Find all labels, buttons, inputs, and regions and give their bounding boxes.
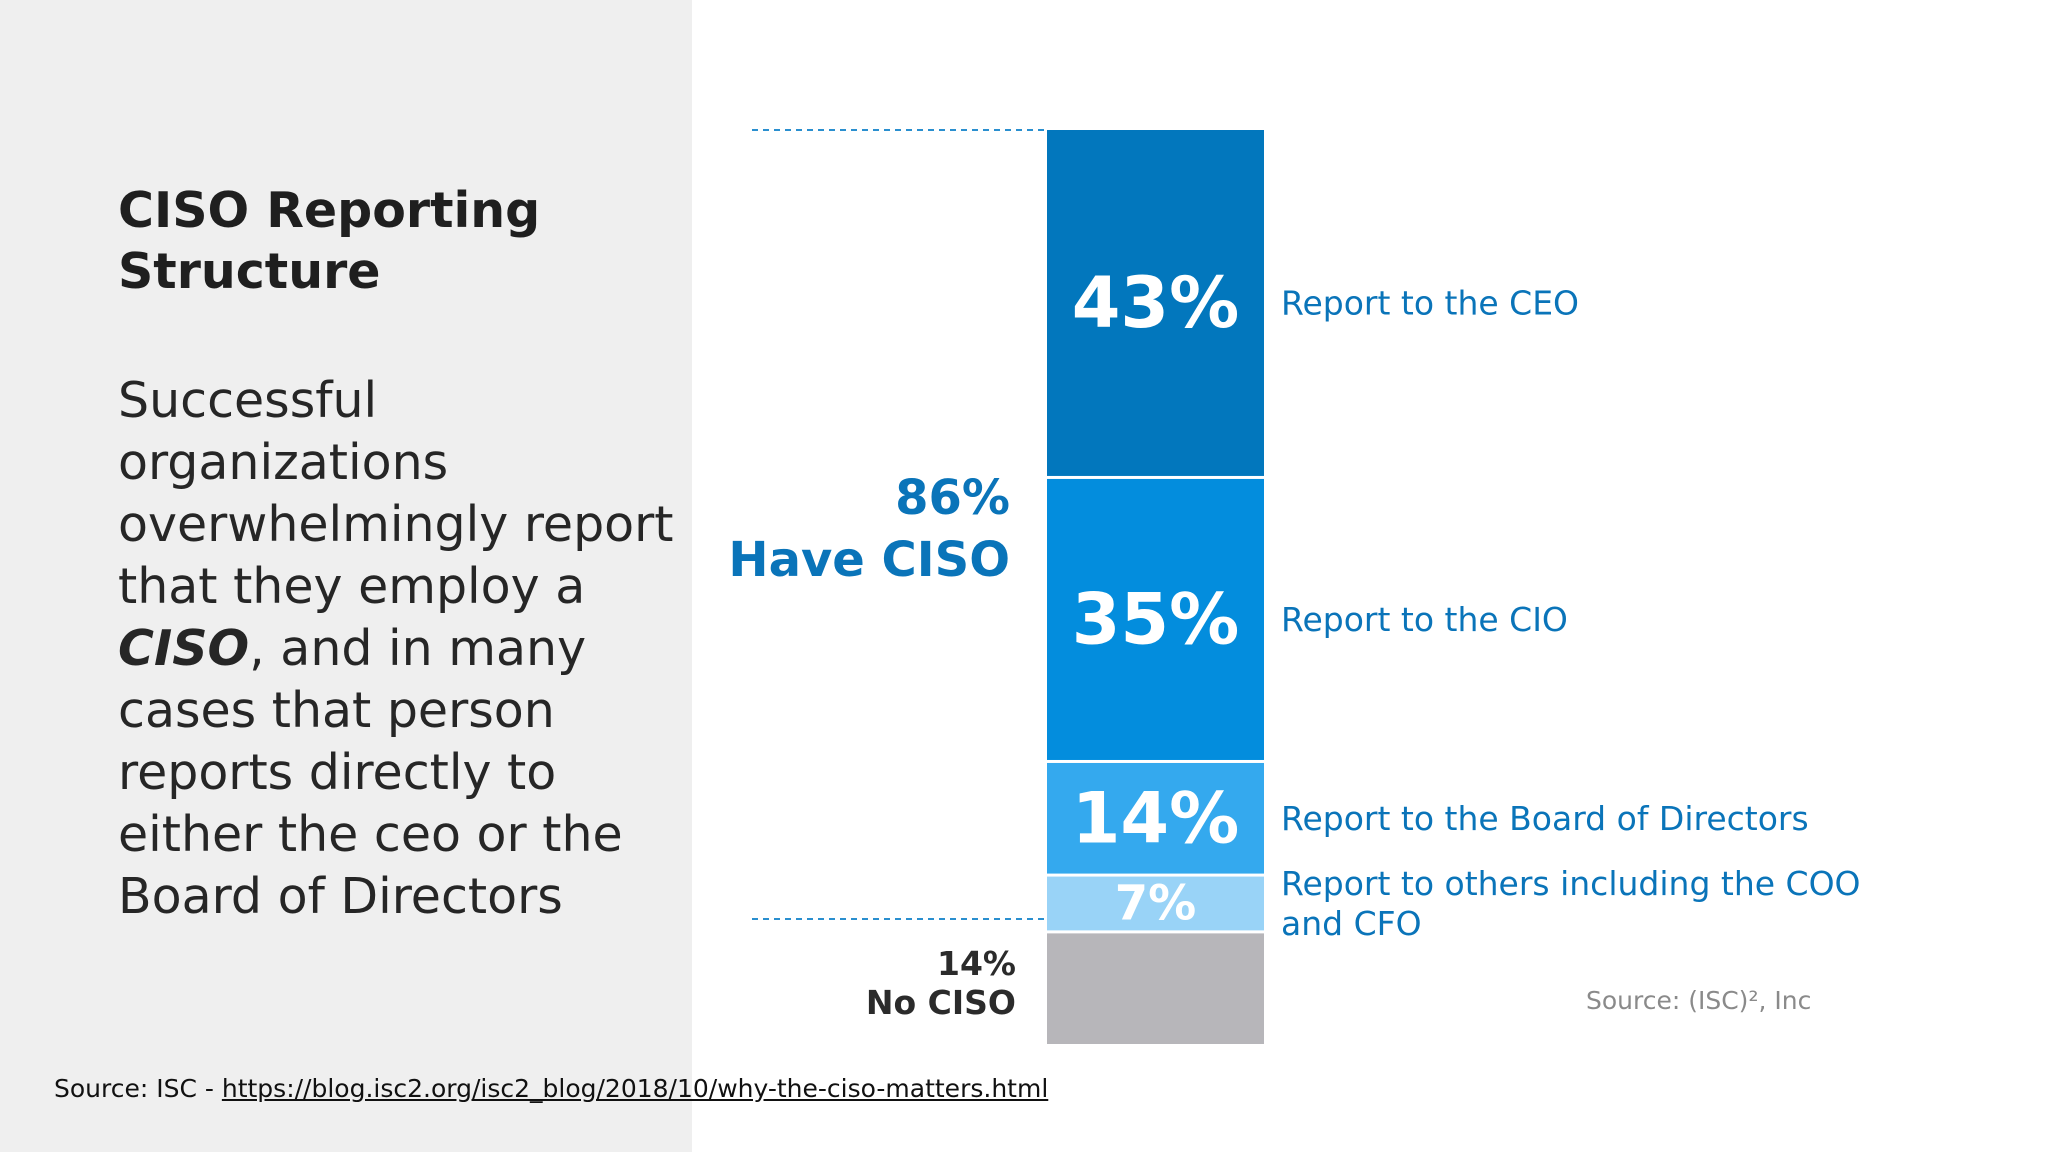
bar-value-label-1: 43% xyxy=(1072,262,1240,344)
bar-value-label-2: 35% xyxy=(1072,578,1240,660)
body-text-end: , and in many cases that person reports … xyxy=(118,620,623,925)
no-ciso-value: 14% xyxy=(937,944,1016,983)
bar-segment-1 xyxy=(1047,130,1264,476)
no-ciso-label: No CISO xyxy=(866,983,1016,1022)
bar-value-labels: 43% 35% 14% 7% xyxy=(1072,262,1240,932)
segment-desc-4-line-1: Report to others including the COO xyxy=(1281,864,1861,903)
bar-segments xyxy=(1047,130,1264,1044)
bar-segment-3 xyxy=(1047,762,1264,874)
segment-desc-3-line-1: Report to the Board of Directors xyxy=(1281,799,1809,838)
body-emphasis: CISO xyxy=(118,620,250,677)
slide-body: Successful organizations overwhelmingly … xyxy=(118,370,678,928)
slide-title: CISO Reporting Structure xyxy=(118,182,541,300)
segment-desc-1-line-1: Report to the CEO xyxy=(1281,283,1579,322)
have-ciso-label: Have CISO xyxy=(728,532,1010,588)
bar-segment-5 xyxy=(1047,933,1264,1044)
chart-source: Source: (ISC)², Inc xyxy=(1586,986,1812,1015)
segment-description-labels: Report to the CEO Report to the CIO Report… xyxy=(1281,283,1861,943)
bar-segment-2 xyxy=(1047,478,1264,760)
source-citation: Source: ISC - https://blog.isc2.org/isc2… xyxy=(54,1074,1048,1103)
have-ciso-value: 86% xyxy=(895,470,1010,526)
bar-segment-4 xyxy=(1047,876,1264,931)
source-prefix: Source: ISC - xyxy=(54,1074,222,1103)
bar-value-label-3: 14% xyxy=(1072,777,1240,859)
body-text-start: Successful organizations overwhelmingly … xyxy=(118,372,674,615)
segment-desc-2-line-1: Report to the CIO xyxy=(1281,600,1568,639)
bar-value-label-4: 7% xyxy=(1115,875,1197,931)
left-panel xyxy=(0,0,692,1152)
source-link[interactable]: https://blog.isc2.org/isc2_blog/2018/10/… xyxy=(221,1074,1049,1103)
segment-desc-4-line-2: and CFO xyxy=(1281,904,1422,943)
